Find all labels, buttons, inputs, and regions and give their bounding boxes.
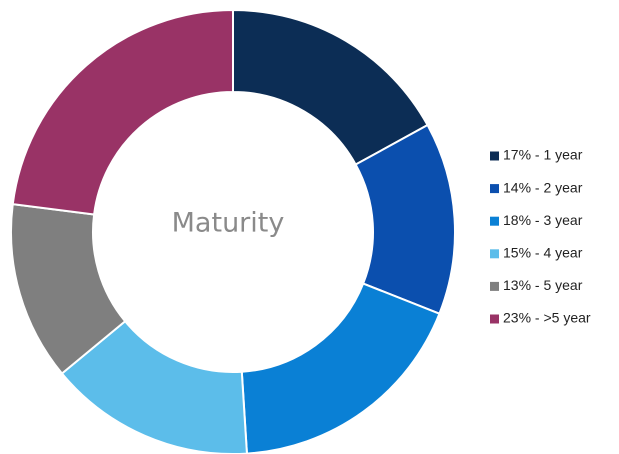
donut-slice — [240, 282, 441, 454]
donut-slice — [11, 8, 234, 216]
center-label: Maturity — [172, 208, 285, 239]
legend-label: 17% - 1 year — [503, 147, 583, 163]
legend-swatch — [490, 184, 499, 194]
legend-label: 15% - 4 year — [503, 245, 583, 261]
legend-label: 23% - >5 year — [503, 310, 591, 326]
legend-label: 13% - 5 year — [503, 277, 583, 293]
legend-swatch — [490, 249, 499, 259]
legend-label: 18% - 3 year — [503, 212, 583, 228]
legend-swatch — [490, 314, 499, 324]
legend-swatch — [490, 281, 499, 291]
legend-swatch — [490, 216, 499, 226]
legend-label: 14% - 2 year — [503, 179, 583, 195]
legend-swatch — [490, 151, 499, 161]
